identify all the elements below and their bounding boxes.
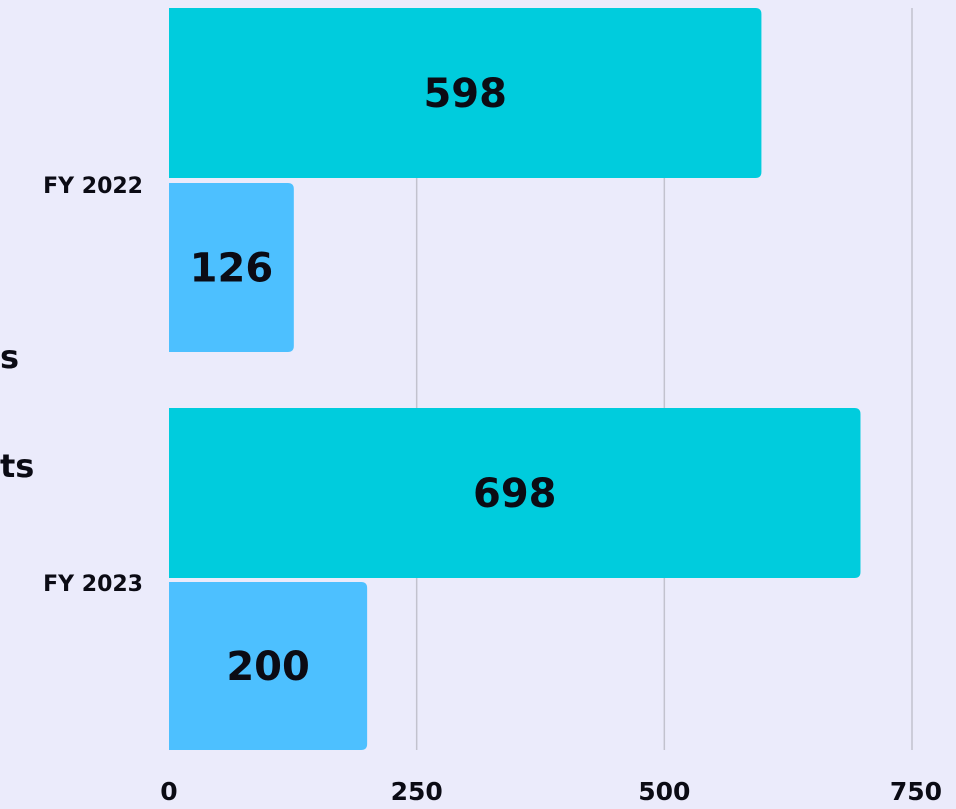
category-label-fy-2022: FY 2022 xyxy=(43,174,143,199)
x-tick-label-0: 0 xyxy=(160,777,177,806)
bar-fy-2022-series-1 xyxy=(169,8,762,178)
data-label-fy-2023-series-2: 200 xyxy=(226,644,310,690)
x-tick-label-250: 250 xyxy=(391,777,443,806)
bars xyxy=(169,8,861,750)
data-label-fy-2023-series-1: 698 xyxy=(473,471,557,517)
bar-fy-2023-series-1 xyxy=(169,408,861,578)
data-label-fy-2022-series-1: 598 xyxy=(423,71,507,117)
labels: 598 126 FY 2022 698 200 FY 2023 0 250 500 750 s ts xyxy=(0,71,942,806)
legend-fragment-1: s xyxy=(0,338,19,376)
legend-fragment-2: ts xyxy=(0,447,34,485)
category-label-fy-2023: FY 2023 xyxy=(43,572,143,597)
data-label-fy-2022-series-2: 126 xyxy=(190,246,274,292)
x-tick-label-750: 750 xyxy=(890,777,942,806)
x-tick-label-500: 500 xyxy=(638,777,690,806)
bar-fy-2023-series-2 xyxy=(169,582,368,750)
bar-fy-2022-series-2 xyxy=(169,183,294,352)
